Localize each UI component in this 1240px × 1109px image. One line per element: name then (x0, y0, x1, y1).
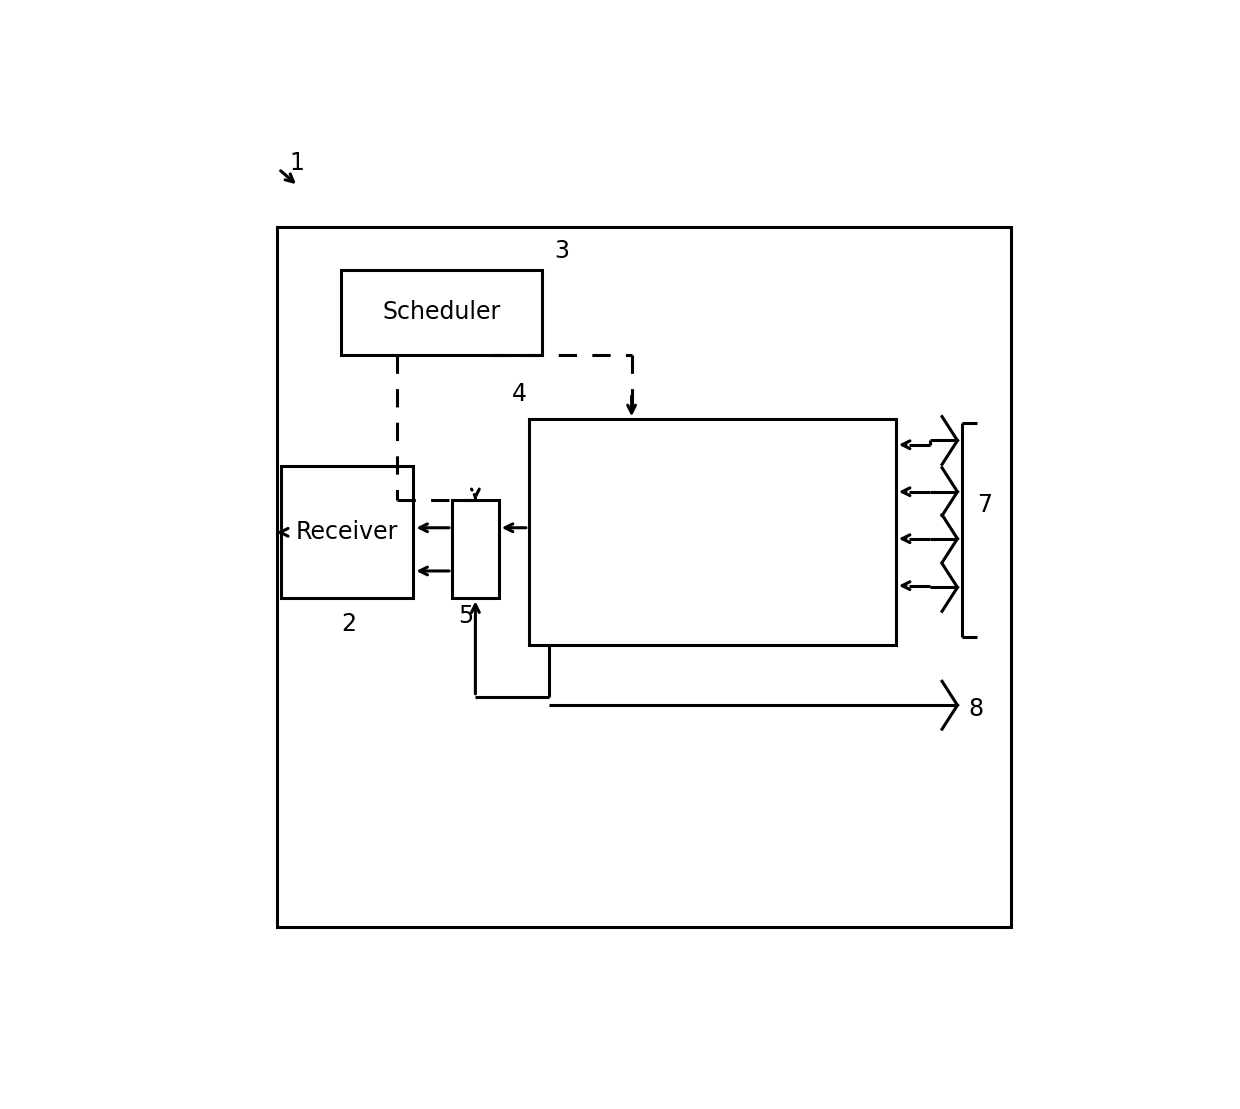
Bar (451, 500, 498, 599)
Text: Receiver: Receiver (296, 520, 398, 545)
Text: 3: 3 (554, 238, 569, 263)
Bar (528, 419, 897, 645)
Bar (277, 227, 1012, 927)
Text: 2: 2 (341, 612, 356, 637)
Text: 8: 8 (968, 698, 983, 722)
Text: 7: 7 (977, 492, 992, 517)
Text: 1: 1 (290, 151, 305, 175)
Text: 5: 5 (458, 603, 474, 628)
Bar (341, 269, 542, 355)
Text: 4: 4 (512, 381, 527, 406)
Bar (281, 466, 413, 599)
Text: Scheduler: Scheduler (382, 301, 501, 325)
